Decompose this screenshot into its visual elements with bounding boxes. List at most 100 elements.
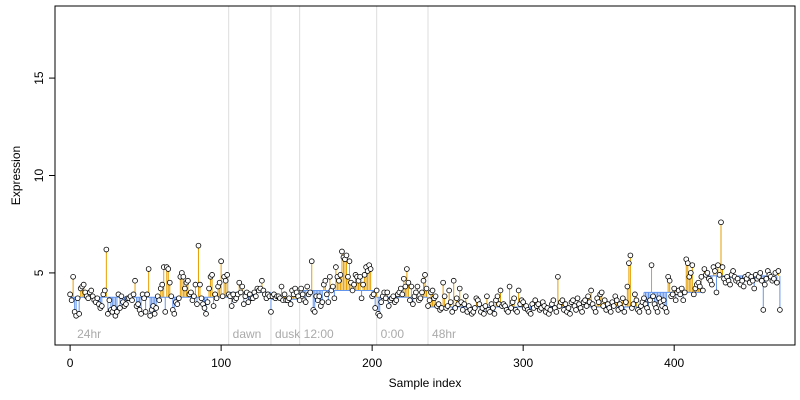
data-point <box>398 285 404 292</box>
data-point <box>322 277 329 284</box>
data-point <box>308 258 315 265</box>
data-point <box>592 309 599 315</box>
x-tick-label: 200 <box>362 356 382 370</box>
time-annotation: 24hr <box>77 327 101 341</box>
data-point <box>632 291 638 298</box>
data-point <box>490 305 496 311</box>
data-point <box>620 295 626 302</box>
data-point <box>144 291 150 298</box>
data-point <box>327 274 333 280</box>
data-point <box>171 311 178 317</box>
data-point <box>666 277 673 284</box>
data-point <box>253 293 259 300</box>
data-point <box>410 301 416 307</box>
data-point <box>132 277 138 284</box>
data-point <box>420 277 427 284</box>
data-point <box>106 297 113 303</box>
data-point <box>476 301 483 307</box>
data-point <box>727 281 733 288</box>
data-point <box>85 295 92 302</box>
data-point <box>777 307 783 313</box>
data-point <box>296 297 303 303</box>
data-point <box>718 219 724 226</box>
data-point <box>180 274 187 280</box>
data-point <box>716 272 723 278</box>
data-point <box>446 287 452 294</box>
data-point <box>715 262 721 268</box>
data-point <box>582 297 588 303</box>
data-point <box>209 272 215 278</box>
data-point <box>527 311 534 317</box>
data-point <box>641 295 647 302</box>
data-point <box>201 305 208 311</box>
data-point <box>511 295 517 302</box>
data-point <box>138 311 144 317</box>
data-point <box>67 291 73 298</box>
data-point <box>358 295 365 302</box>
data-point <box>435 301 442 307</box>
data-point <box>672 297 679 303</box>
data-point <box>162 309 169 315</box>
data-point <box>413 289 419 296</box>
data-point <box>650 293 656 300</box>
data-point <box>425 303 431 309</box>
data-point <box>390 293 397 300</box>
data-point <box>378 299 385 305</box>
data-point <box>206 285 212 292</box>
data-point <box>147 312 153 319</box>
data-point <box>311 309 318 315</box>
data-point <box>194 301 200 307</box>
data-point <box>224 272 230 278</box>
data-point <box>520 299 526 305</box>
data-point <box>240 301 247 307</box>
data-point <box>758 277 765 284</box>
data-point <box>278 283 285 290</box>
data-point <box>286 295 292 302</box>
data-point <box>438 305 445 311</box>
data-point <box>761 281 768 288</box>
data-point <box>713 289 720 296</box>
data-point <box>419 289 425 296</box>
data-point <box>198 295 205 302</box>
data-point <box>739 277 745 284</box>
data-point <box>213 295 220 302</box>
data-point <box>145 266 152 272</box>
data-point <box>579 309 585 315</box>
data-point <box>76 311 82 317</box>
data-point <box>630 301 637 307</box>
data-point <box>709 281 715 288</box>
data-point <box>740 283 747 290</box>
data-point <box>245 299 252 305</box>
data-point <box>559 297 566 303</box>
data-point <box>440 279 446 286</box>
data-point <box>677 291 684 298</box>
data-point <box>574 295 581 302</box>
data-point <box>159 281 166 288</box>
data-point <box>367 266 374 272</box>
data-point <box>426 297 433 303</box>
data-point <box>689 262 696 268</box>
data-point <box>494 293 501 300</box>
data-point <box>663 309 670 315</box>
data-point <box>129 297 135 303</box>
data-point <box>384 289 391 296</box>
data-point <box>192 281 199 288</box>
data-point <box>671 285 677 292</box>
y-tick-label: 10 <box>32 169 46 183</box>
data-point <box>610 303 617 309</box>
y-axis: 5 10 15 <box>32 71 55 276</box>
data-point <box>633 297 640 303</box>
data-point <box>462 293 469 300</box>
x-axis: 0 100 200 300 400 <box>67 344 685 370</box>
data-point <box>299 291 306 298</box>
data-point <box>330 283 336 290</box>
data-point <box>268 309 274 315</box>
data-point <box>182 285 188 292</box>
y-tick-label: 5 <box>32 269 46 276</box>
data-point <box>595 299 602 305</box>
data-point <box>687 270 694 276</box>
data-point <box>771 275 777 282</box>
data-point <box>472 305 478 311</box>
data-point <box>339 248 345 255</box>
